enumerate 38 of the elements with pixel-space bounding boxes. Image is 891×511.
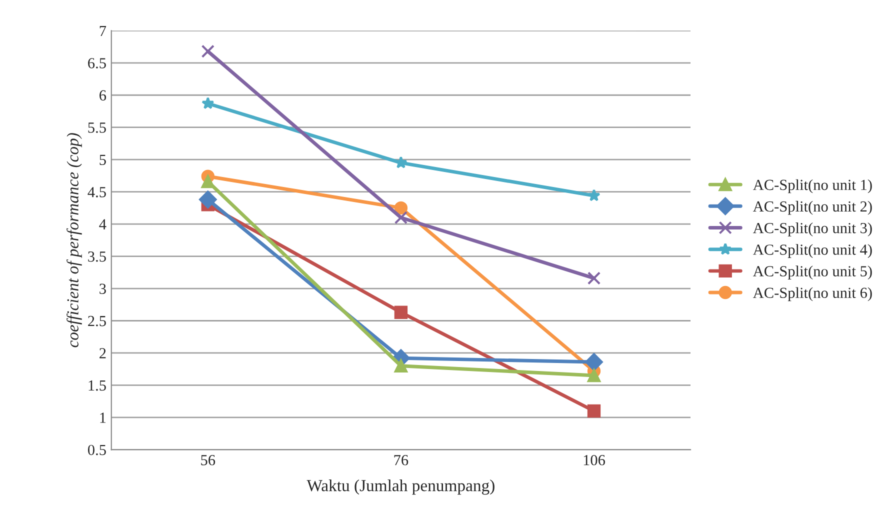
y-tick-label: 3.5	[88, 251, 106, 262]
y-tick-label: 1.5	[88, 380, 106, 391]
y-tick-label: 0.5	[88, 444, 106, 456]
point	[587, 272, 601, 285]
x-tick-label: 56	[201, 455, 216, 466]
point	[394, 201, 408, 215]
y-tick-label: 5.5	[88, 122, 106, 133]
legend-label: AC-Split(no unit 1)	[752, 179, 872, 194]
y-tick-label: 2	[100, 348, 106, 358]
point	[587, 404, 601, 418]
legend-label: AC-Split(no unit 4)	[752, 244, 872, 258]
point	[588, 189, 600, 202]
point	[394, 359, 408, 372]
y-axis-title: coefficient of performance (cop)	[66, 133, 82, 348]
point	[587, 368, 601, 382]
y-tick-label: 1	[100, 412, 106, 423]
point	[201, 44, 214, 58]
point	[201, 174, 214, 188]
point	[585, 353, 603, 371]
x-axis-title: Waktu (Jumlah penumpang)	[306, 480, 494, 495]
y-tick-label: 6	[100, 90, 106, 101]
y-tick-label: 3	[100, 284, 106, 294]
legend-label: AC-Split(no unit 5)	[752, 266, 872, 280]
y-tick-label: 7	[100, 26, 106, 36]
y-tick-label: 4	[99, 219, 106, 230]
y-tick-label: 6.5	[88, 58, 106, 68]
legend-label: AC-Split(no unit 6)	[752, 287, 872, 302]
point	[394, 306, 408, 319]
point	[394, 211, 408, 224]
y-tick-label: 4.5	[88, 187, 106, 198]
y-tick-label: 2.5	[88, 316, 106, 326]
legend-label: AC-Split(no unit 2)	[752, 200, 872, 215]
point	[199, 190, 217, 208]
x-tick-label: 106	[584, 454, 605, 466]
y-tick-label: 5	[100, 154, 106, 166]
legend-label: AC-Split(no unit 3)	[752, 222, 872, 236]
x-tick-label: 76	[394, 455, 408, 466]
point	[202, 96, 214, 110]
